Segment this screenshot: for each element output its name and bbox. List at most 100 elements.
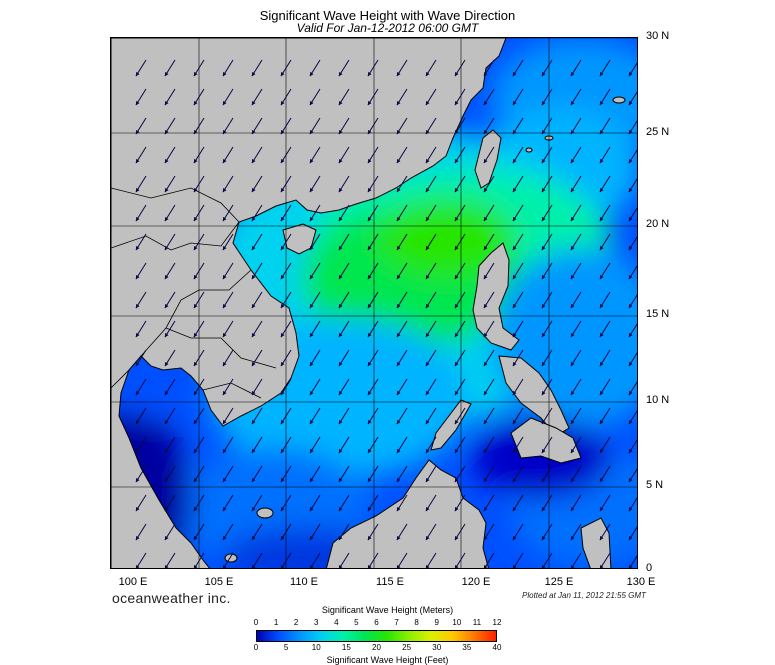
wave-arrow	[512, 523, 524, 541]
lon-label-115e: 115 E	[376, 576, 404, 588]
wave-arrow	[396, 407, 408, 425]
colorbar-tick-meters: 2	[293, 618, 299, 627]
wave-arrow	[309, 88, 321, 106]
wave-arrow	[280, 552, 292, 568]
wave-arrow	[425, 117, 437, 135]
wave-arrow	[454, 349, 466, 367]
wave-arrow	[367, 262, 379, 280]
wave-arrow	[483, 291, 495, 309]
wave-arrow	[338, 59, 350, 77]
wave-arrow	[425, 320, 437, 338]
wave-arrow	[280, 117, 292, 135]
wave-arrow	[251, 523, 263, 541]
wave-arrow	[367, 233, 379, 251]
wave-arrow	[454, 465, 466, 483]
wave-arrow	[222, 465, 234, 483]
colorbar-tick-feet: 10	[311, 643, 321, 652]
wave-arrow	[541, 88, 553, 106]
wave-arrow	[309, 117, 321, 135]
wave-arrow	[570, 494, 582, 512]
wave-arrow	[164, 552, 176, 568]
wave-arrow	[338, 465, 350, 483]
wave-arrow	[512, 349, 524, 367]
wave-arrow	[396, 262, 408, 280]
wave-arrow	[425, 552, 437, 568]
land-island	[612, 96, 626, 104]
wave-arrow	[338, 349, 350, 367]
wave-arrow	[454, 320, 466, 338]
wave-arrow	[541, 407, 553, 425]
wave-arrow	[222, 204, 234, 222]
land-island	[224, 553, 238, 563]
wave-arrow	[309, 320, 321, 338]
wave-arrow	[541, 233, 553, 251]
land-taiwan	[474, 129, 502, 189]
wave-arrow	[483, 552, 495, 568]
map-title: Significant Wave Height with Wave Direct…	[259, 8, 516, 23]
wave-arrow	[599, 320, 611, 338]
wave-arrow	[135, 233, 147, 251]
wave-arrow	[193, 262, 205, 280]
colorbar-tick-meters: 11	[472, 618, 482, 627]
colorbar-tick-meters: 9	[434, 618, 439, 627]
wave-arrow	[541, 59, 553, 77]
lat-label-0: 0	[646, 562, 653, 574]
wave-arrow	[541, 146, 553, 164]
colorbar-tick-meters: 7	[394, 618, 399, 627]
wave-arrow	[367, 378, 379, 396]
wave-arrow	[570, 262, 582, 280]
lon-label-120e: 120 E	[461, 576, 491, 588]
wave-arrow	[193, 494, 205, 512]
wave-arrow	[396, 117, 408, 135]
land-mindanao	[510, 417, 582, 464]
wave-arrow	[193, 59, 205, 77]
wave-arrow	[309, 291, 321, 309]
wave-arrow	[309, 146, 321, 164]
wave-arrow	[396, 146, 408, 164]
wave-arrow	[483, 204, 495, 222]
wave-arrow	[164, 436, 176, 454]
wave-arrow	[193, 465, 205, 483]
wave-arrow	[454, 59, 466, 77]
wave-arrow	[483, 523, 495, 541]
wave-arrow	[425, 262, 437, 280]
wave-arrow	[193, 349, 205, 367]
wave-arrow	[512, 233, 524, 251]
wave-arrow	[570, 320, 582, 338]
wave-arrow	[338, 262, 350, 280]
wave-arrow	[164, 523, 176, 541]
wave-arrow	[454, 523, 466, 541]
wave-arrow	[628, 381, 637, 396]
wave-arrow	[483, 378, 495, 396]
wave-arrow	[628, 149, 637, 164]
wave-arrow	[367, 523, 379, 541]
wave-arrow	[628, 323, 637, 338]
wave-arrow	[164, 349, 176, 367]
wave-arrow	[164, 320, 176, 338]
wave-arrow	[280, 523, 292, 541]
wave-arrow	[338, 204, 350, 222]
wave-arrow	[541, 204, 553, 222]
wave-arrow	[425, 407, 437, 425]
wave-arrow	[425, 494, 437, 512]
wave-arrow	[338, 378, 350, 396]
wave-arrow	[251, 262, 263, 280]
colorbar-tick-meters: 3	[314, 618, 319, 627]
wave-arrow	[425, 436, 437, 454]
wave-arrow	[396, 320, 408, 338]
wave-arrow	[599, 88, 611, 106]
wave-arrow	[541, 523, 553, 541]
wave-arrow	[135, 378, 147, 396]
wave-arrow	[570, 59, 582, 77]
wave-arrow	[570, 349, 582, 367]
wave-arrow	[222, 320, 234, 338]
wave-arrow	[193, 146, 205, 164]
land-island	[256, 507, 274, 519]
wave-arrow	[338, 175, 350, 193]
wave-arrow	[251, 233, 263, 251]
lon-label-100e: 100 E	[118, 576, 148, 588]
wave-arrow	[570, 378, 582, 396]
wave-arrow	[338, 291, 350, 309]
colorbar-tick-feet: 15	[341, 643, 351, 652]
wave-arrow	[135, 407, 147, 425]
